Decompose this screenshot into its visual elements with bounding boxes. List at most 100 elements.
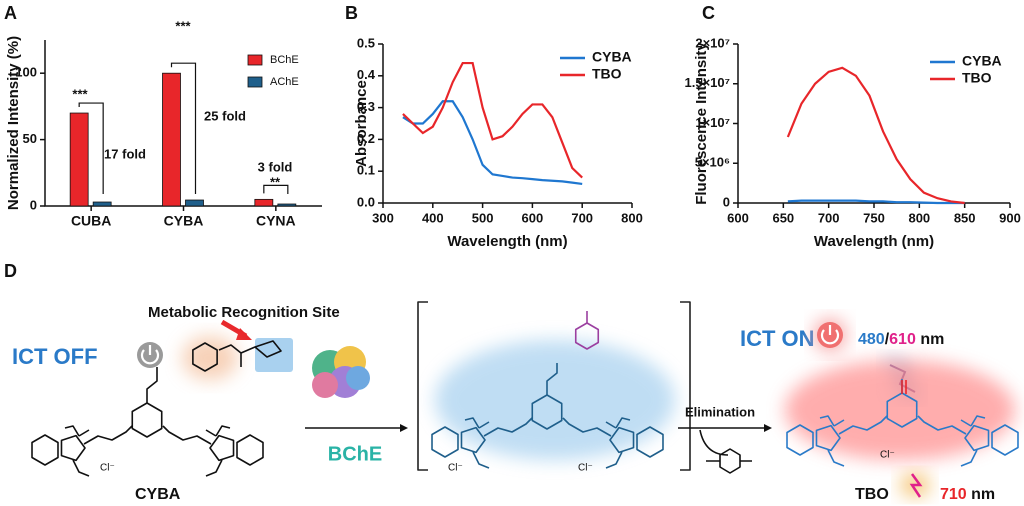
annotation: 17 fold [104, 146, 146, 161]
ring [236, 434, 264, 466]
y-tick-label: 0.5 [357, 35, 375, 50]
x-tick-label: 700 [571, 210, 593, 225]
structures [31, 311, 1019, 477]
step-label: Elimination [685, 404, 755, 419]
line [787, 199, 965, 205]
bond [838, 415, 967, 435]
ring [431, 426, 459, 458]
bond [64, 425, 90, 477]
significance-bracket [78, 102, 104, 194]
counter-ion: Cl⁻ [880, 450, 895, 461]
counter-ion: Cl⁻ [578, 463, 593, 474]
panel-label: C [702, 3, 715, 23]
annotation: 25 fold [204, 108, 246, 123]
x-tick-label: 500 [472, 210, 494, 225]
emission-icon [909, 473, 923, 498]
x-tick-label: 750 [863, 210, 885, 225]
x-tick-label: CYNA [256, 213, 296, 229]
y-tick-label: 0.4 [357, 67, 376, 82]
product-label: TBO [855, 486, 889, 503]
ring [991, 424, 1019, 456]
x-tick-label: CUBA [71, 213, 111, 229]
ring [60, 434, 86, 462]
bond [483, 417, 612, 437]
bond [205, 425, 231, 477]
unit: nm [920, 331, 944, 348]
power-symbol [140, 345, 160, 365]
bracket [417, 301, 691, 471]
bar [254, 198, 274, 207]
bond [605, 417, 631, 469]
y-tick-label: 2×10⁷ [695, 35, 730, 50]
legend-label: AChE [270, 76, 299, 88]
annotation: ** [270, 174, 281, 189]
y-tick-label: 5×10⁶ [695, 155, 730, 170]
ring [192, 342, 218, 372]
annotation: *** [72, 86, 88, 101]
x-tick-label: 600 [522, 210, 544, 225]
y-tick-label: 0.1 [357, 163, 375, 178]
enzyme-label: BChE [328, 443, 382, 465]
x-tick-label: 700 [818, 210, 840, 225]
panel-label: D [4, 261, 17, 281]
ring [574, 322, 600, 350]
counter-ion: Cl⁻ [448, 463, 463, 474]
x-tick-label: 900 [999, 210, 1021, 225]
significance-bracket [170, 62, 197, 194]
y-tick-label: 1×10⁷ [695, 115, 730, 130]
y-tick-label: 0.2 [357, 131, 375, 146]
bar [277, 203, 297, 207]
x-tick-label: 650 [772, 210, 794, 225]
arrowhead [764, 424, 772, 432]
bond [546, 363, 558, 395]
svg-text:710 nm: 710 nm [940, 486, 995, 503]
y-tick-label: 0 [723, 194, 730, 209]
x-tick-label: 300 [372, 210, 394, 225]
y-axis-label: Normalized Intensity (%) [5, 36, 22, 210]
site-glow [182, 336, 238, 380]
x-tick-label: 850 [954, 210, 976, 225]
probe-label: CYBA [135, 486, 181, 503]
unit: nm [971, 486, 995, 503]
ring [964, 424, 990, 452]
significance-bracket [263, 184, 289, 194]
legend-label: CYBA [592, 49, 632, 65]
ring [531, 394, 563, 430]
ring [886, 392, 918, 428]
bar [162, 72, 181, 207]
bond [464, 417, 490, 469]
annotation: 3 fold [258, 159, 293, 174]
enzyme-icon [312, 346, 370, 398]
curved-arrow [699, 429, 729, 456]
state-label: ICT OFF [12, 344, 98, 369]
bar [69, 112, 89, 207]
site-label: Metabolic Recognition Site [148, 304, 340, 321]
x-tick-label: 400 [422, 210, 444, 225]
y-tick-label: 100 [15, 65, 37, 80]
ring [786, 424, 814, 456]
quinone-methide [706, 448, 752, 474]
x-tick-label: 800 [908, 210, 930, 225]
line [402, 100, 583, 186]
ring [636, 426, 664, 458]
ring [131, 402, 163, 438]
ring [815, 424, 841, 452]
x-axis-label: Wavelength (nm) [447, 233, 567, 250]
y-tick-label: 0 [30, 197, 37, 212]
line [402, 61, 583, 179]
y-tick-label: 0.0 [357, 194, 375, 209]
x-axis-label: Wavelength (nm) [814, 233, 934, 250]
legend-swatch [247, 54, 263, 66]
ring [609, 426, 635, 454]
site-box [255, 338, 293, 372]
state-label: ICT ON [740, 326, 815, 351]
legend-label: TBO [962, 70, 992, 86]
site-arrowhead [236, 328, 252, 340]
bond [960, 415, 986, 467]
power-symbol [820, 325, 840, 345]
emission: 710 [940, 486, 967, 503]
bond [819, 415, 845, 467]
bond [146, 367, 158, 403]
svg-text:480/610 nm: 480/610 nm [858, 331, 944, 348]
